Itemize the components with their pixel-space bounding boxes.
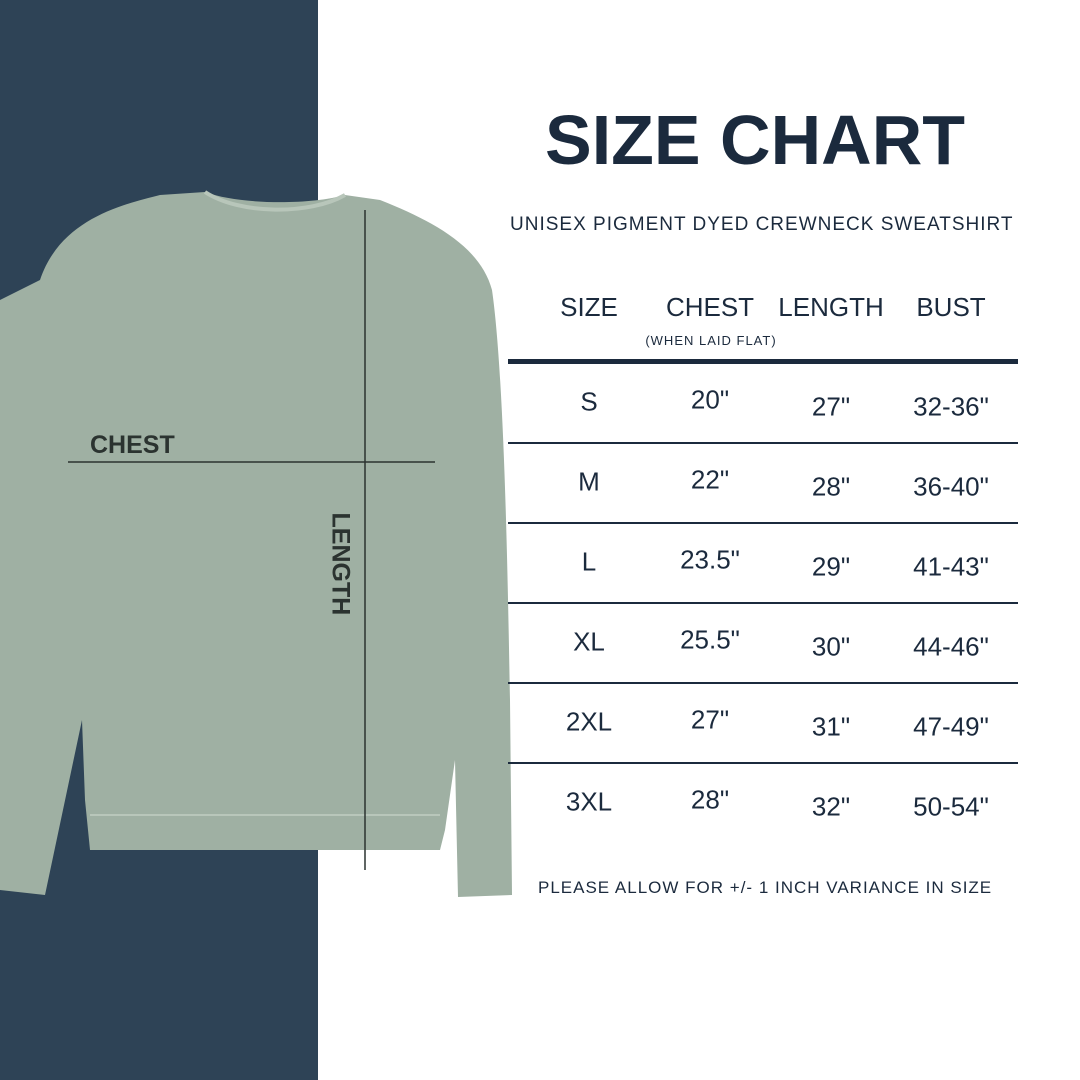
cell-bust: 47-49" bbox=[913, 711, 989, 742]
header-bust: BUST bbox=[916, 292, 986, 322]
subtitle: UNISEX PIGMENT DYED CREWNECK SWEATSHIRT bbox=[510, 214, 1014, 235]
row-divider bbox=[508, 602, 1018, 604]
cell-length: 31" bbox=[811, 711, 851, 742]
cell-bust: 32-36" bbox=[913, 391, 989, 422]
cell-chest: 20" bbox=[690, 384, 730, 415]
cell-size: S bbox=[580, 386, 598, 417]
cell-length: 28" bbox=[811, 471, 851, 502]
cell-length: 27" bbox=[811, 391, 851, 422]
cell-bust: 50-54" bbox=[913, 791, 989, 822]
cell-length: 30" bbox=[811, 631, 851, 662]
sweatshirt-collar bbox=[203, 190, 346, 212]
cell-chest: 23.5" bbox=[680, 544, 740, 575]
row-divider bbox=[508, 682, 1018, 684]
sweatshirt-body bbox=[0, 192, 512, 897]
cell-length: 32" bbox=[811, 791, 851, 822]
chest-label: CHEST bbox=[90, 431, 175, 459]
cell-chest: 22" bbox=[690, 464, 730, 495]
cell-bust: 36-40" bbox=[913, 471, 989, 502]
cell-bust: 41-43" bbox=[913, 551, 989, 582]
header-chest: CHEST bbox=[665, 292, 755, 322]
cell-bust: 44-46" bbox=[913, 631, 989, 662]
sweatshirt-image bbox=[0, 190, 512, 897]
variance-note: PLEASE ALLOW FOR +/- 1 INCH VARIANCE IN … bbox=[538, 878, 993, 897]
header-chest-note: (WHEN LAID FLAT) bbox=[645, 333, 777, 348]
cell-size: XL bbox=[573, 626, 605, 657]
cell-chest: 28" bbox=[690, 784, 730, 815]
cell-size: L bbox=[581, 546, 597, 577]
header-size: SIZE bbox=[560, 292, 618, 322]
cell-chest: 25.5" bbox=[680, 624, 740, 655]
header-divider bbox=[508, 359, 1018, 364]
row-divider bbox=[508, 442, 1018, 444]
cell-size: M bbox=[578, 466, 600, 497]
row-divider bbox=[508, 522, 1018, 524]
row-divider bbox=[508, 762, 1018, 764]
cell-size: 3XL bbox=[565, 786, 613, 817]
page-title: SIZE CHART bbox=[545, 101, 965, 179]
cell-chest: 27" bbox=[690, 704, 730, 735]
header-length: LENGTH bbox=[778, 292, 884, 322]
cell-length: 29" bbox=[811, 551, 851, 582]
cell-size: 2XL bbox=[565, 706, 613, 737]
length-label: LENGTH bbox=[326, 512, 355, 616]
